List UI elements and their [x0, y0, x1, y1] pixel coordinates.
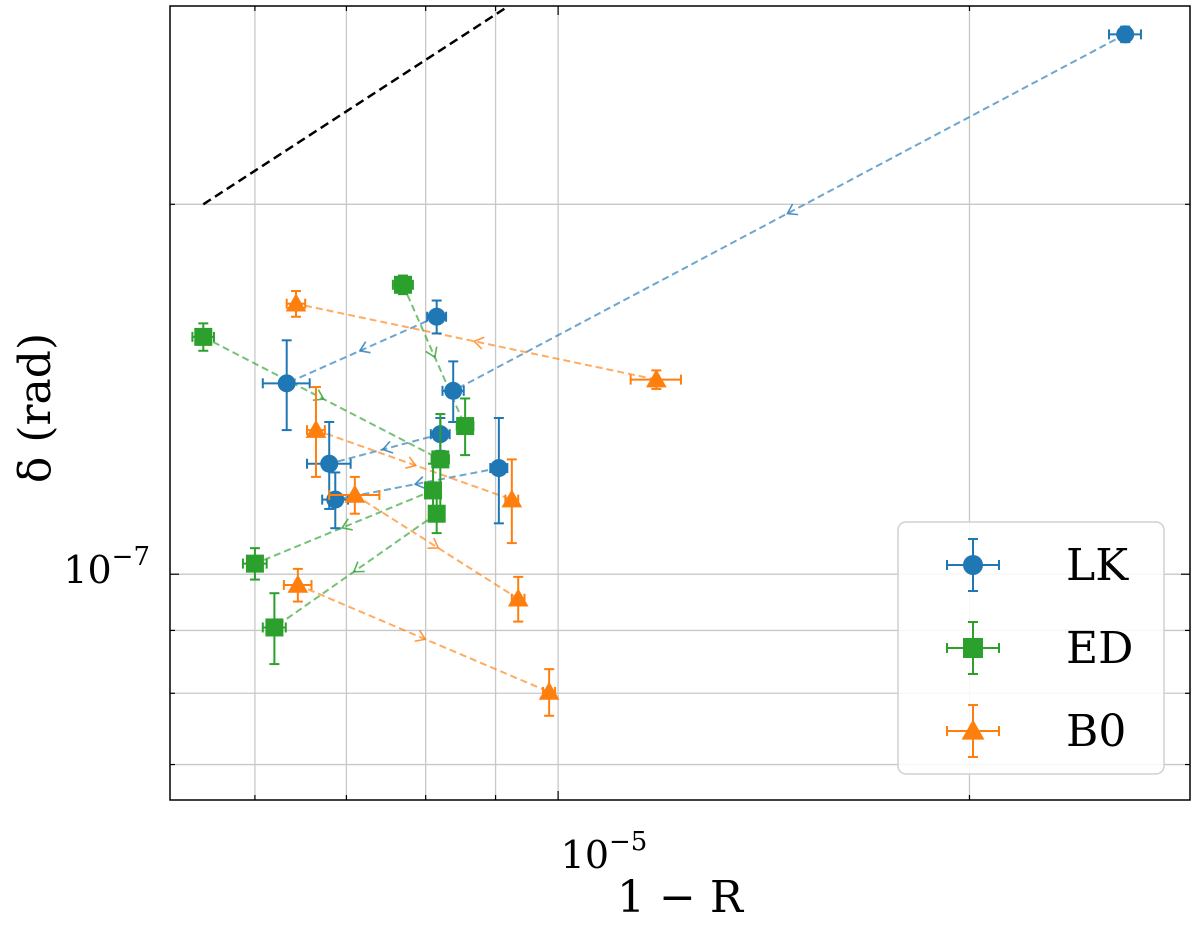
marker-ed — [245, 554, 264, 573]
data-point-b0 — [507, 575, 529, 623]
x-axis-label: 1 − R — [617, 872, 745, 923]
path-arrow-ed — [425, 346, 438, 359]
data-point-ed — [427, 493, 446, 535]
path-arrow-ed — [352, 561, 365, 573]
data-point-b0 — [629, 369, 682, 390]
path-line-ed — [254, 489, 434, 565]
marker-lk — [1116, 25, 1135, 44]
legend-entry-ed: ED — [946, 621, 1133, 675]
legend: LK ED B0 — [897, 521, 1165, 775]
marker-b0 — [285, 293, 307, 312]
connection-paths — [202, 33, 1126, 693]
path-line-b0 — [297, 584, 550, 693]
legend-box — [897, 521, 1165, 775]
path-arrow-lk — [358, 341, 371, 354]
data-point-ed — [241, 547, 268, 581]
path-arrow-ed — [340, 518, 353, 531]
path-line-b0 — [295, 302, 657, 381]
data-point-ed — [391, 274, 414, 296]
data-point-ed — [191, 322, 215, 352]
marker-ed — [456, 417, 475, 436]
data-point-ed — [455, 397, 475, 457]
marker-b0 — [287, 574, 309, 593]
path-arrow-lk — [413, 476, 426, 490]
path-line-lk — [452, 33, 1126, 392]
marker-ed — [265, 618, 284, 637]
y-axis-label: δ (rad) — [10, 333, 61, 483]
path-line-lk — [328, 433, 441, 465]
legend-marker-ed — [963, 638, 983, 658]
marker-b0 — [344, 484, 366, 503]
path-arrow-b0 — [472, 336, 485, 350]
x-tick-label: 10−5 — [561, 827, 648, 877]
data-point-lk — [261, 339, 311, 432]
path-arrow-ed — [312, 389, 325, 402]
legend-entry-lk: LK — [946, 538, 1129, 592]
data-point-b0 — [328, 475, 381, 515]
path-line-ed — [202, 335, 441, 461]
data-point-lk — [426, 299, 448, 335]
path-arrow-lk — [786, 203, 799, 216]
data-point-b0 — [538, 668, 560, 717]
marker-b0 — [507, 588, 529, 607]
reference-line-layer — [202, 4, 510, 206]
y-tick-label: 10−7 — [63, 542, 150, 592]
path-arrow-b0 — [405, 456, 418, 469]
ticks — [170, 6, 1190, 800]
legend-entry-b0: B0 — [946, 704, 1126, 758]
path-arrow-b0 — [427, 537, 440, 549]
data-points — [191, 25, 1142, 717]
marker-lk — [427, 307, 446, 326]
data-point-lk — [489, 417, 509, 525]
reference-dashed-line — [202, 4, 510, 206]
marker-b0 — [501, 489, 523, 508]
data-point-b0 — [285, 290, 307, 318]
legend-marker-lk — [963, 555, 983, 575]
legend-entries: LK ED B0 — [946, 538, 1133, 758]
path-line-b0 — [315, 429, 513, 501]
marker-b0 — [538, 681, 560, 700]
data-point-ed — [261, 592, 287, 666]
marker-ed — [393, 275, 412, 294]
marker-ed — [424, 481, 443, 500]
path-arrow-lk — [381, 440, 394, 454]
legend-label-b0: B0 — [1066, 706, 1126, 757]
marker-lk — [444, 381, 463, 400]
data-point-lk — [441, 360, 465, 424]
data-point-lk — [1107, 25, 1142, 44]
path-arrow-b0 — [414, 629, 427, 643]
path-line-ed — [273, 512, 438, 629]
marker-lk — [489, 459, 508, 478]
marker-b0 — [305, 419, 327, 438]
legend-label-lk: LK — [1066, 540, 1129, 591]
marker-lk — [320, 454, 339, 473]
data-point-lk — [321, 471, 350, 530]
marker-ed — [427, 504, 446, 523]
path-line-lk — [286, 315, 438, 385]
data-point-b0 — [282, 567, 313, 603]
plot-frame — [169, 5, 1191, 801]
marker-lk — [277, 374, 296, 393]
legend-marker-b0 — [961, 719, 985, 740]
data-point-b0 — [501, 458, 523, 545]
marker-b0 — [645, 369, 667, 388]
marker-ed — [194, 327, 213, 346]
path-line-ed — [402, 284, 467, 427]
legend-label-ed: ED — [1066, 623, 1133, 674]
data-point-b0 — [305, 386, 327, 478]
